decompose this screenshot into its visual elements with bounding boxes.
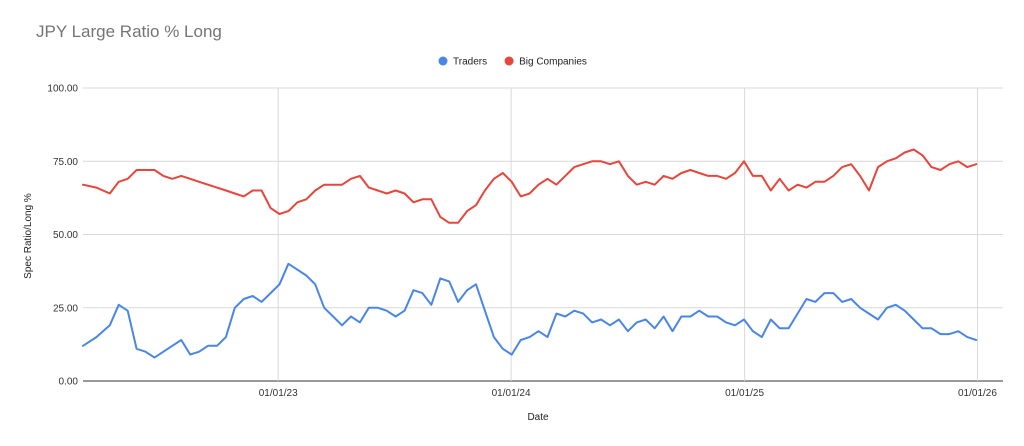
legend-marker-traders	[438, 56, 448, 66]
y-tick-label: 100.00	[47, 84, 78, 95]
axes: 0.00 25.00 50.00 75.00 100.00 01/01/23 01/01/2…	[47, 84, 997, 400]
series-lines	[82, 148, 978, 359]
legend-label-traders: Traders	[453, 57, 487, 68]
series-line-traders	[82, 262, 978, 359]
legend-label-big-companies: Big Companies	[519, 57, 587, 68]
x-tick-label: 01/01/26	[958, 388, 997, 399]
grid-lines	[83, 87, 1003, 382]
y-axis-title: Spec Ratio/Long %	[23, 193, 34, 279]
chart-title: JPY Large Ratio % Long	[36, 22, 222, 41]
y-tick-label: 0.00	[59, 377, 79, 388]
x-tick-label: 01/01/25	[725, 388, 764, 399]
x-axis-title: Date	[527, 412, 549, 423]
legend: Traders Big Companies	[438, 56, 587, 68]
y-tick-label: 25.00	[53, 303, 78, 314]
x-tick-label: 01/01/23	[259, 388, 298, 399]
x-tick-label: 01/01/24	[492, 388, 531, 399]
series-line-big-companies	[82, 148, 978, 224]
legend-marker-big-companies	[504, 56, 514, 66]
y-tick-label: 75.00	[53, 157, 78, 168]
y-tick-label: 50.00	[53, 230, 78, 241]
